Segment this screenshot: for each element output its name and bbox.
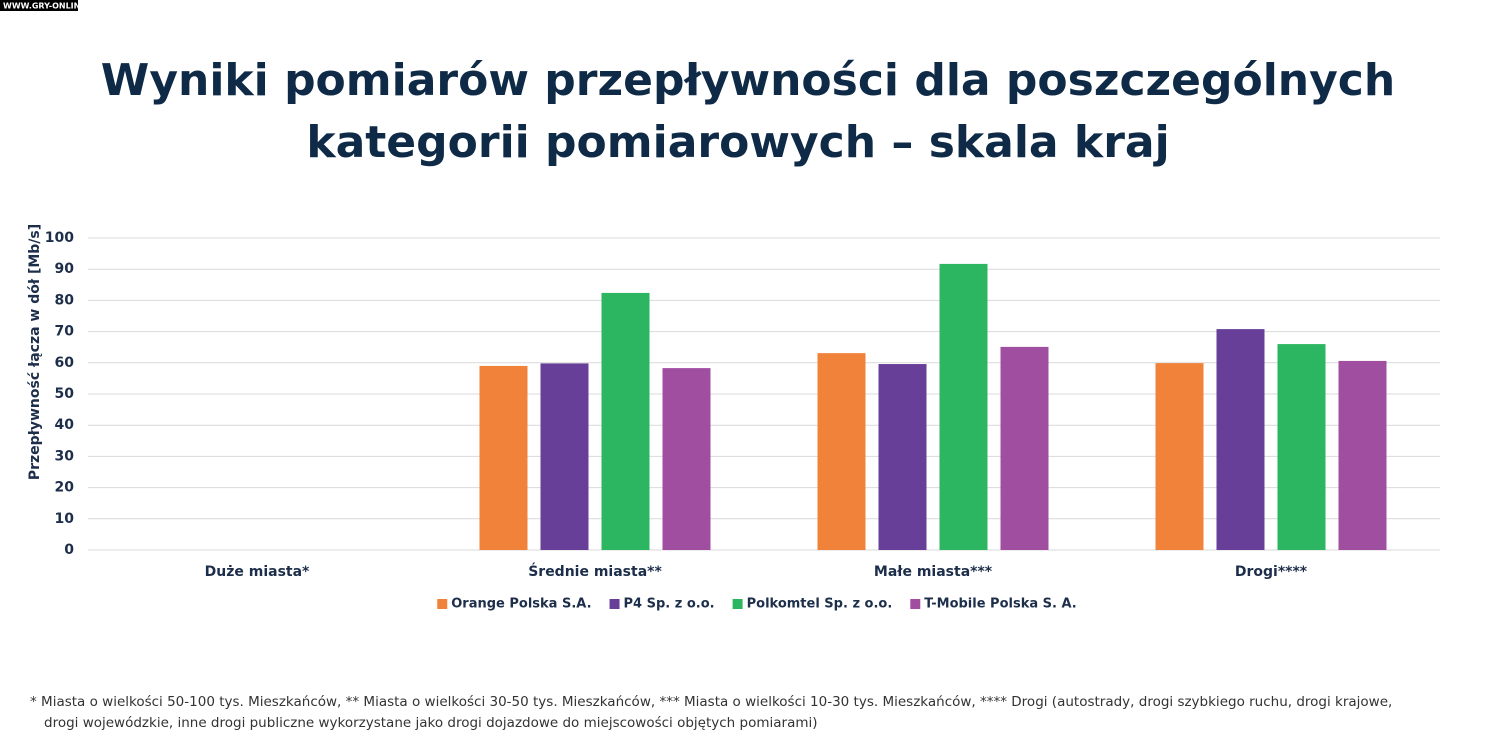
x-tick-label: Małe miasta***	[874, 564, 993, 580]
y-axis-label: Przepływność łącza w dół [Mb/s]	[27, 224, 43, 480]
y-tick-label: 30	[55, 448, 75, 464]
legend-swatch	[732, 599, 743, 609]
y-tick-label: 50	[55, 386, 75, 402]
chart-title: kategorii pomiarowych – skala kraj	[306, 117, 1169, 168]
y-tick-label: 40	[55, 417, 75, 433]
legend-label: P4 Sp. z o.o.	[624, 597, 715, 612]
footnote: * Miasta o wielkości 50-100 tys. Mieszka…	[30, 694, 1392, 710]
x-tick-label: Średnie miasta**	[528, 562, 662, 580]
legend-swatch	[609, 599, 620, 609]
legend-label: T-Mobile Polska S. A.	[924, 597, 1076, 612]
y-tick-label: 80	[55, 292, 75, 308]
bar	[1277, 344, 1326, 550]
y-tick-label: 100	[45, 230, 74, 246]
y-tick-label: 70	[55, 324, 75, 340]
legend-swatch	[437, 599, 448, 609]
bar	[1338, 360, 1387, 550]
bar	[1000, 346, 1049, 550]
legend-swatch	[910, 599, 921, 609]
legend-label: Polkomtel Sp. z o.o.	[747, 597, 893, 612]
bar	[939, 263, 988, 550]
y-tick-label: 20	[55, 480, 75, 496]
watermark-bg	[0, 0, 78, 11]
y-tick-label: 90	[55, 261, 75, 277]
x-tick-label: Duże miasta*	[205, 564, 310, 580]
bar	[817, 353, 866, 550]
bar	[1155, 363, 1204, 550]
bar	[662, 368, 711, 550]
bar	[878, 364, 927, 550]
bar	[601, 292, 650, 550]
bar	[540, 363, 589, 550]
bar	[479, 365, 528, 550]
y-tick-label: 60	[55, 355, 75, 371]
watermark: WWW.GRY-ONLINE.PL	[3, 2, 100, 11]
y-tick-label: 10	[55, 511, 75, 527]
bar	[1216, 329, 1265, 550]
y-tick-label: 0	[64, 542, 74, 558]
x-tick-label: Drogi****	[1235, 564, 1308, 580]
chart-title: Wyniki pomiarów przepływności dla poszcz…	[101, 55, 1395, 106]
legend-label: Orange Polska S.A.	[451, 597, 591, 612]
footnote: drogi wojewódzkie, inne drogi publiczne …	[44, 715, 818, 731]
